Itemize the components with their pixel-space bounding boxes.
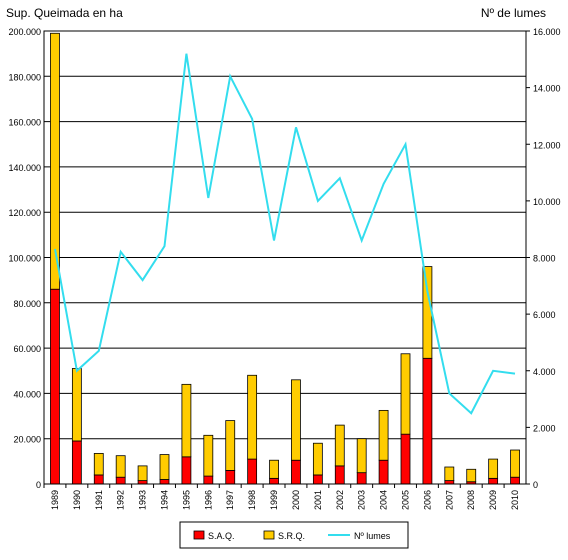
bar-saq	[488, 477, 499, 485]
bar-saq	[71, 440, 82, 485]
bar-saq	[115, 476, 126, 485]
legend-label: S.R.Q.	[278, 531, 305, 541]
x-tick-label: 1996	[203, 490, 213, 510]
bar-srq	[291, 379, 301, 461]
right-tick-label: 0	[533, 480, 538, 490]
x-tick-label: 2009	[488, 490, 498, 510]
left-tick-label: 120.000	[8, 208, 41, 218]
bar-srq	[203, 434, 214, 477]
bar-saq	[203, 475, 214, 485]
bar-srq	[444, 466, 455, 482]
legend-label: Nº lumes	[354, 531, 391, 541]
bar-saq	[50, 288, 60, 485]
x-tick-label: 2001	[313, 490, 323, 510]
bar-saq	[181, 456, 192, 485]
bar-srq	[356, 438, 367, 474]
left-tick-label: 140.000	[8, 163, 41, 173]
bar-saq	[400, 433, 411, 485]
x-tick-label: 1991	[94, 490, 104, 510]
bar-saq	[422, 357, 433, 485]
x-tick-label: 2007	[444, 490, 454, 510]
x-tick-label: 2002	[335, 490, 345, 510]
left-tick-label: 200.000	[8, 27, 41, 37]
x-tick-label: 1993	[138, 490, 148, 510]
x-tick-label: 1992	[116, 490, 126, 510]
bar-srq	[225, 420, 236, 471]
bar-srq	[334, 424, 345, 467]
legend-swatch-srq	[263, 530, 275, 540]
bar-saq	[356, 472, 367, 485]
left-tick-label: 160.000	[8, 118, 41, 128]
right-tick-label: 12.000	[533, 140, 561, 150]
bar-srq	[269, 459, 279, 479]
bar-saq	[159, 479, 170, 485]
x-tick-label: 2004	[379, 490, 389, 510]
left-tick-label: 20.000	[13, 435, 41, 445]
x-tick-label: 2005	[401, 490, 411, 510]
bar-saq	[247, 458, 258, 485]
left-tick-label: 40.000	[13, 389, 41, 399]
legend-label: S.A.Q.	[208, 531, 235, 541]
right-axis-title: Nº de lumes	[480, 6, 546, 20]
x-tick-label: 1998	[247, 490, 257, 510]
right-tick-label: 14.000	[533, 84, 561, 94]
left-tick-label: 180.000	[8, 72, 41, 82]
bar-saq	[334, 465, 345, 485]
bar-srq	[422, 266, 433, 359]
x-tick-label: 2000	[291, 490, 301, 510]
left-axis-title: Sup. Queimada en ha	[6, 6, 123, 20]
bar-saq	[137, 480, 148, 485]
bar-srq	[159, 454, 170, 480]
legend-swatch-saq	[193, 530, 205, 540]
x-tick-label: 2008	[466, 490, 476, 510]
right-tick-label: 2.000	[533, 423, 556, 433]
x-tick-label: 1997	[225, 490, 235, 510]
bar-srq	[181, 383, 192, 458]
right-tick-label: 6.000	[533, 310, 556, 320]
bar-srq	[137, 465, 148, 482]
left-tick-label: 80.000	[13, 299, 41, 309]
bar-saq	[269, 477, 279, 485]
bar-saq	[93, 474, 104, 485]
x-tick-label: 2003	[357, 490, 367, 510]
bar-srq	[50, 32, 60, 290]
right-tick-label: 8.000	[533, 254, 556, 264]
right-tick-label: 4.000	[533, 367, 556, 377]
right-tick-label: 16.000	[533, 27, 561, 37]
x-tick-label: 1994	[160, 490, 170, 510]
left-tick-label: 60.000	[13, 344, 41, 354]
left-tick-label: 100.000	[8, 254, 41, 264]
bar-saq	[510, 476, 520, 485]
right-tick-label: 10.000	[533, 197, 561, 207]
bar-srq	[400, 353, 411, 435]
bar-saq	[378, 459, 389, 485]
bar-saq	[312, 474, 323, 485]
bar-srq	[510, 449, 520, 478]
x-tick-label: 1995	[181, 490, 191, 510]
legend-box	[179, 521, 409, 549]
bar-srq	[312, 442, 323, 476]
x-tick-label: 1989	[50, 490, 60, 510]
left-tick-label: 0	[36, 480, 41, 490]
x-tick-label: 1990	[72, 490, 82, 510]
line-lumes	[54, 53, 516, 415]
bar-srq	[247, 374, 258, 460]
bar-srq	[71, 368, 82, 442]
bar-srq	[378, 409, 389, 461]
bar-srq	[115, 455, 126, 478]
x-tick-label: 2006	[422, 490, 432, 510]
bar-srq	[93, 453, 104, 476]
bar-saq	[291, 459, 301, 485]
bar-saq	[225, 470, 236, 485]
bar-srq	[466, 468, 477, 483]
x-tick-label: 1999	[269, 490, 279, 510]
x-tick-label: 2010	[510, 490, 520, 510]
bar-srq	[488, 458, 499, 479]
bar-saq	[444, 480, 455, 485]
